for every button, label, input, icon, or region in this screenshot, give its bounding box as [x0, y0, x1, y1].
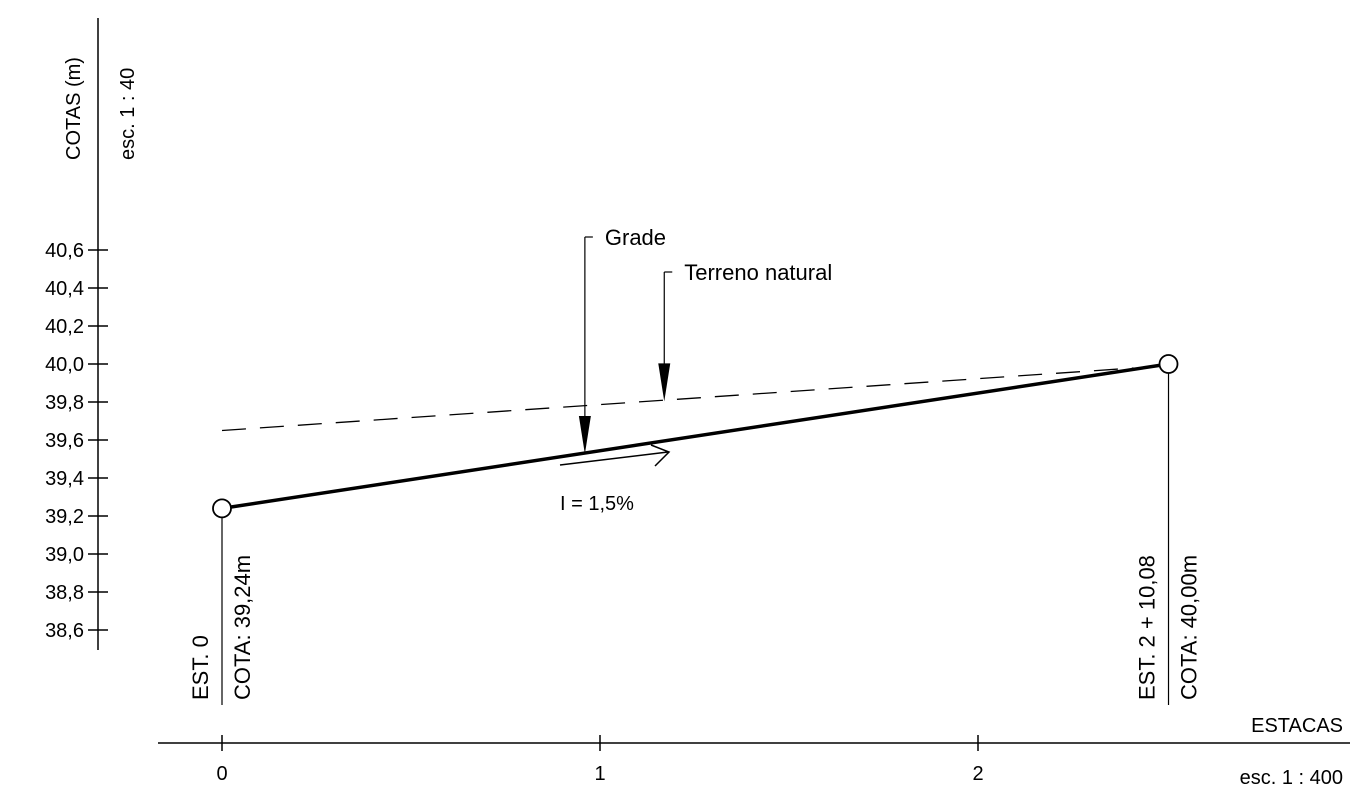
x-axis-label: ESTACAS [1251, 715, 1343, 737]
x-tick-label: 2 [972, 763, 983, 785]
station-marker [1158, 354, 1179, 374]
station-cota-label: COTA: 39,24m [230, 555, 255, 700]
stations-layer: EST. 0 COTA: 39,24m EST. 2 + 10,08 COTA: 40… [188, 354, 1202, 705]
x-axis-ticks: 0 1 2 [216, 735, 984, 785]
y-axis-scale: esc. 1 : 40 [117, 68, 139, 160]
slope-label: I = 1,5% [560, 493, 634, 515]
station-cota-label: COTA: 40,00m [1177, 555, 1202, 700]
callout-label: Terreno natural [684, 260, 832, 285]
y-tick-label: 38,8 [45, 582, 84, 604]
x-tick-label: 0 [216, 763, 227, 785]
station-est-label: EST. 2 + 10,08 [1135, 555, 1160, 700]
y-tick-label: 40,6 [45, 240, 84, 262]
slope-arrow [559, 444, 671, 467]
callout-arrowhead [578, 416, 591, 455]
y-tick-label: 38,6 [45, 620, 84, 642]
series-grade [221, 362, 1169, 511]
y-tick-label: 40,0 [45, 354, 84, 376]
y-tick-label: 40,4 [45, 278, 84, 300]
y-tick-label: 39,0 [45, 544, 84, 566]
callout-label: Grade [605, 225, 666, 250]
series-terreno-natural [221, 367, 1134, 432]
y-axis-ticks: 40,6 40,4 40,2 40,0 39,8 39,6 39,4 39,2 39,0 38,8… [45, 240, 108, 642]
station-marker [212, 498, 232, 519]
y-tick-label: 39,8 [45, 392, 84, 414]
callout-arrowhead [658, 363, 671, 402]
series-layer [221, 362, 1169, 511]
y-tick-label: 39,4 [45, 468, 84, 490]
callouts-layer: Grade Terreno natural [578, 225, 832, 455]
x-tick-label: 1 [594, 763, 605, 785]
x-axis-scale: esc. 1 : 400 [1240, 767, 1343, 789]
y-tick-label: 39,6 [45, 430, 84, 452]
y-tick-label: 39,2 [45, 506, 84, 528]
y-tick-label: 40,2 [45, 316, 84, 338]
station-est-label: EST. 0 [188, 635, 213, 700]
y-axis-label: COTAS (m) [63, 57, 85, 160]
